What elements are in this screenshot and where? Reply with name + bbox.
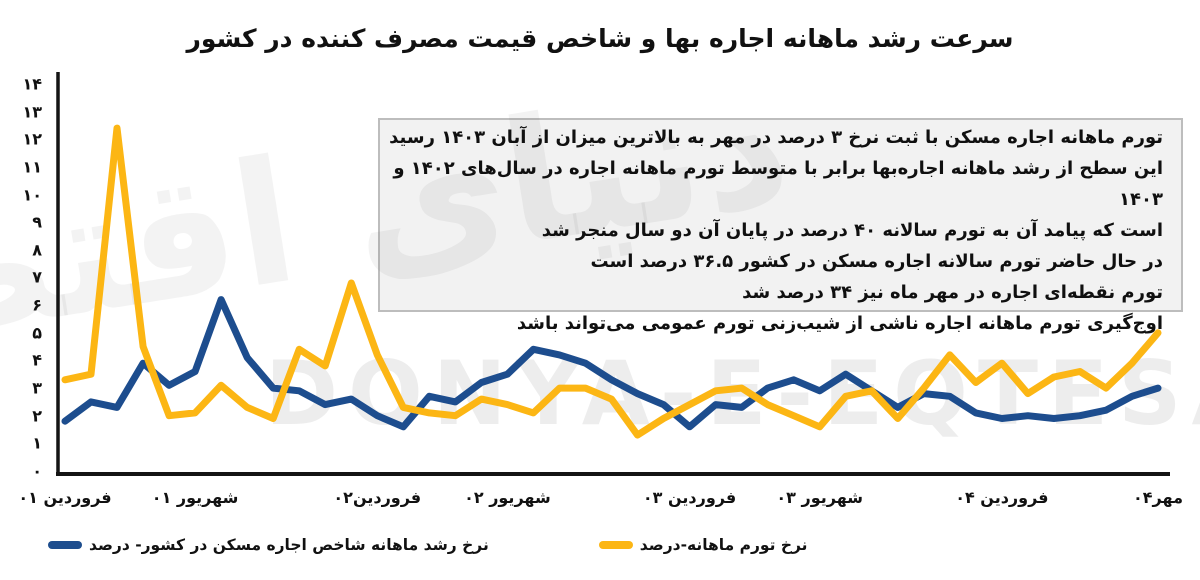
y-tick-label: ۳ xyxy=(32,378,42,398)
latin-watermark: DONYA-E-EQTESAD xyxy=(265,342,1200,445)
x-tick-label: شهریور ۰۲ xyxy=(464,488,551,507)
monthly-inflation-line xyxy=(61,124,1162,439)
annotation-line: این سطح از رشد ماهانه اجاره‌بها برابر با… xyxy=(393,158,1163,210)
chart-title: سرعت رشد ماهانه اجاره بها و شاخص قیمت مص… xyxy=(186,24,1014,53)
chart-legend: نرخ رشد ماهانه شاخص اجاره مسکن در کشور- … xyxy=(48,536,807,554)
legend-item-inflation: نرخ تورم ماهانه-درصد xyxy=(598,536,808,554)
annotation-box xyxy=(378,118,1183,312)
y-tick-label: ۱۴ xyxy=(22,74,42,94)
y-tick-label: ۱۱ xyxy=(22,157,42,177)
x-tick-label: فروردین ۰۳ xyxy=(642,488,737,507)
y-tick-label: ۸ xyxy=(32,240,42,260)
annotation-text: تورم ماهانه اجاره مسکن با ثبت نرخ ۳ درصد… xyxy=(378,122,1181,339)
annotation-line: اوج‌گیری تورم ماهانه اجاره ناشی از شیب‌ز… xyxy=(516,313,1163,334)
y-tick-label: ۰ xyxy=(32,461,42,481)
rent-index-growth-line xyxy=(61,296,1162,431)
legend-label-inflation: نرخ تورم ماهانه-درصد xyxy=(639,536,808,554)
annotation-line: تورم نقطه‌ای اجاره در مهر ماه نیز ۳۴ درص… xyxy=(742,282,1163,303)
annotation-line: در حال حاضر تورم سالانه اجاره مسکن در کش… xyxy=(590,251,1163,272)
annotation-line: است که پیامد آن به تورم سالانه ۴۰ درصد د… xyxy=(541,220,1163,241)
x-tick-label: مهر۰۴ xyxy=(1133,488,1183,507)
y-tick-label: ۴ xyxy=(32,350,42,370)
y-tick-label: ۱۲ xyxy=(22,129,42,149)
annotation-line: تورم ماهانه اجاره مسکن با ثبت نرخ ۳ درصد… xyxy=(389,127,1163,148)
y-tick-label: ۵ xyxy=(32,323,42,343)
x-tick-label: شهریور ۰۱ xyxy=(151,488,239,507)
legend-item-rent-index: نرخ رشد ماهانه شاخص اجاره مسکن در کشور- … xyxy=(48,536,489,554)
y-tick-label: ۶ xyxy=(32,295,42,315)
x-tick-label: فروردین۰۲ xyxy=(333,488,422,507)
rent-index-series-swatch xyxy=(48,541,82,549)
y-tick-label: ۲ xyxy=(32,406,42,426)
legend-label-rent-index: نرخ رشد ماهانه شاخص اجاره مسکن در کشور- … xyxy=(89,536,489,554)
y-tick-label: ۱۰ xyxy=(22,185,42,204)
y-tick-label: ۱ xyxy=(32,433,42,453)
x-tick-label: فروردین ۰۱ xyxy=(18,488,112,507)
y-tick-label: ۱۳ xyxy=(22,102,42,122)
y-tick-label: ۷ xyxy=(32,267,42,287)
x-tick-label: شهریور ۰۳ xyxy=(776,488,863,507)
inflation-series-swatch xyxy=(598,541,633,549)
y-tick-label: ۹ xyxy=(32,212,42,232)
x-tick-label: فروردین ۰۴ xyxy=(955,488,1049,507)
